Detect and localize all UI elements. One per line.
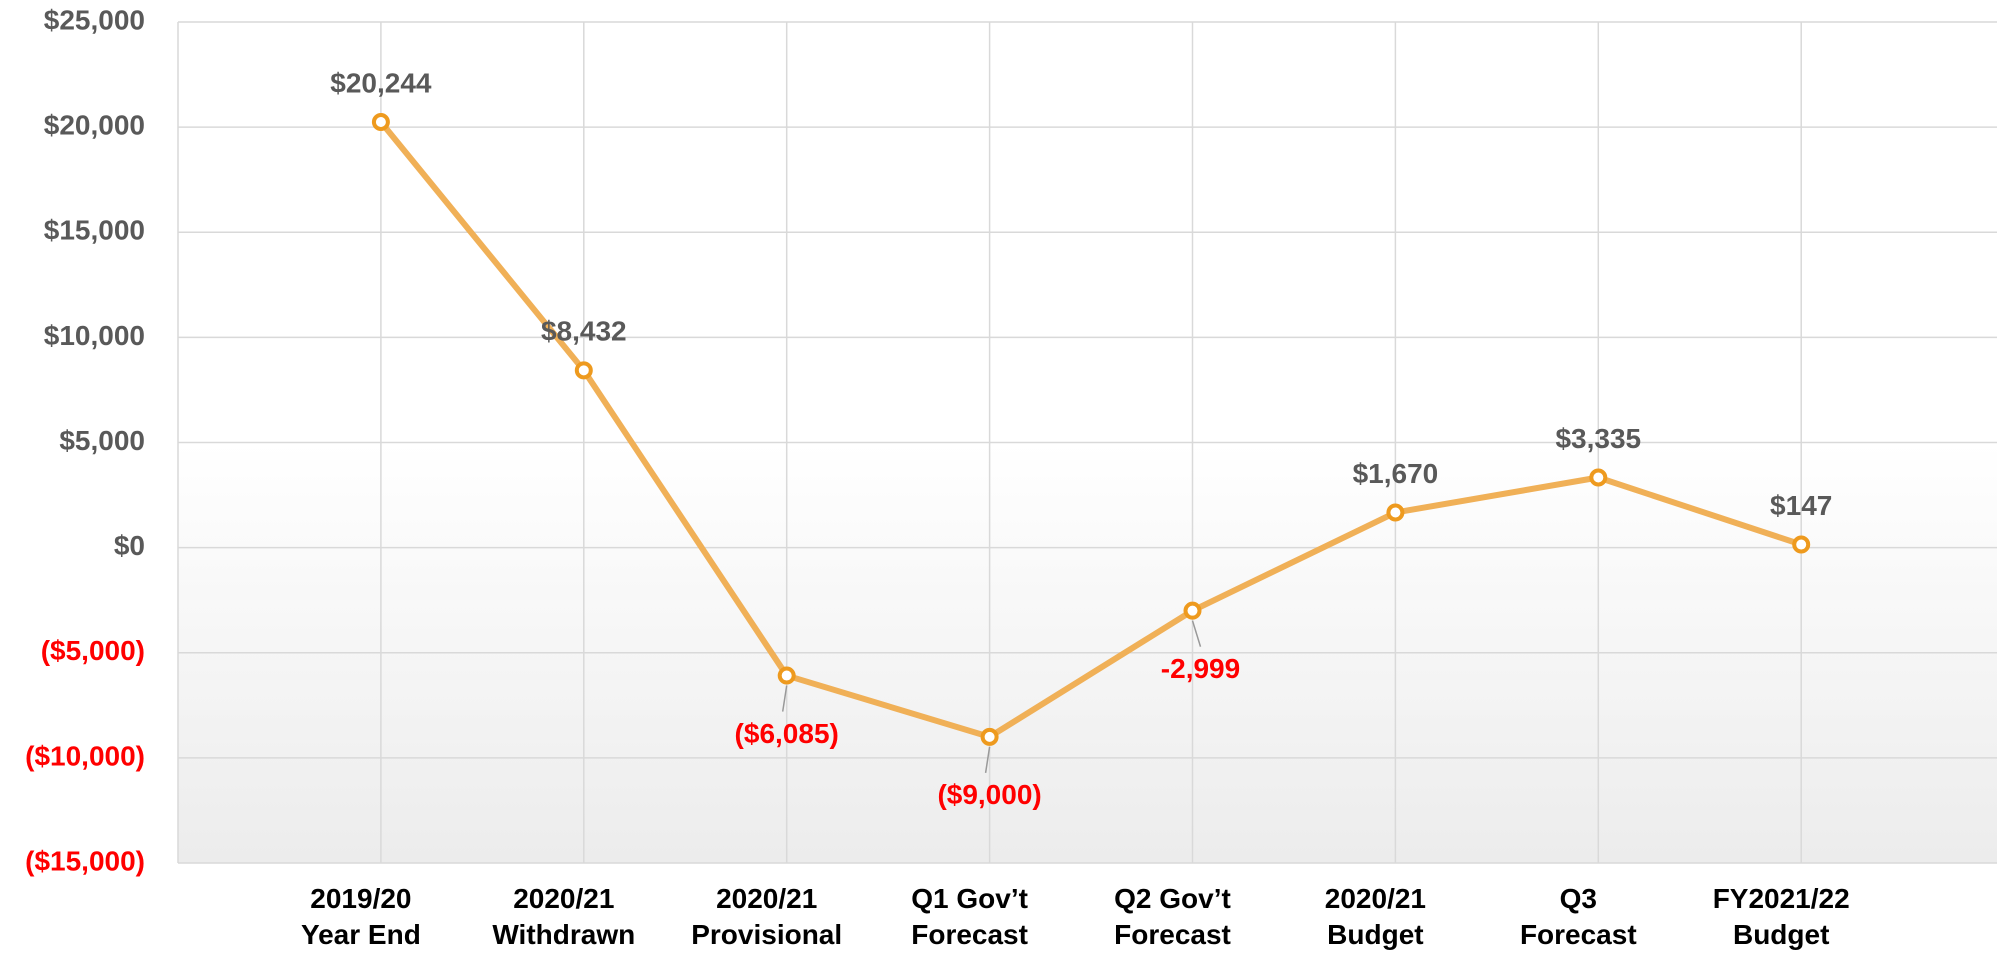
x-tick-label: Q2 Gov’t Forecast bbox=[1114, 883, 1231, 950]
y-tick-label: ($15,000) bbox=[25, 845, 145, 876]
y-tick-label: $15,000 bbox=[44, 215, 145, 246]
marker bbox=[1183, 601, 1202, 620]
data-label: $147 bbox=[1770, 490, 1832, 521]
x-tick-label: Q1 Gov’t Forecast bbox=[911, 883, 1028, 950]
leader-line bbox=[984, 746, 991, 773]
line bbox=[378, 120, 1803, 740]
data-label: -2,999 bbox=[1161, 653, 1240, 684]
marker bbox=[574, 361, 593, 380]
data-label: $3,335 bbox=[1555, 423, 1641, 454]
marker bbox=[980, 727, 999, 746]
marker bbox=[1792, 535, 1811, 554]
x-tick-label: FY2021/22 Budget bbox=[1713, 883, 1850, 950]
x-tick-label: 2020/21 Provisional bbox=[691, 883, 842, 950]
data-label: ($6,085) bbox=[735, 718, 839, 749]
leader-line bbox=[1191, 620, 1202, 647]
data-label: $20,244 bbox=[330, 67, 432, 98]
marker bbox=[1386, 503, 1405, 522]
y-tick-label: ($5,000) bbox=[41, 635, 145, 666]
y-tick-label: $20,000 bbox=[44, 110, 145, 141]
y-tick-label: $5,000 bbox=[59, 425, 145, 456]
leader-line bbox=[781, 685, 788, 712]
x-tick-label: 2019/20 Year End bbox=[301, 883, 421, 950]
x-tick-label: 2020/21 Withdrawn bbox=[492, 883, 635, 950]
x-tick-label: 2020/21 Budget bbox=[1325, 883, 1426, 950]
y-tick-label: $10,000 bbox=[44, 320, 145, 351]
y-tick-label: $0 bbox=[114, 530, 145, 561]
x-tick-label: Q3 Forecast bbox=[1520, 883, 1637, 950]
y-tick-label: $25,000 bbox=[44, 4, 145, 35]
y-tick-label: ($10,000) bbox=[25, 740, 145, 771]
marker bbox=[1589, 468, 1608, 487]
data-label: ($9,000) bbox=[937, 779, 1041, 810]
data-label: $1,670 bbox=[1353, 458, 1439, 489]
data-label: $8,432 bbox=[541, 316, 627, 347]
marker bbox=[777, 666, 796, 685]
grid bbox=[177, 21, 1997, 864]
marker bbox=[371, 112, 390, 131]
